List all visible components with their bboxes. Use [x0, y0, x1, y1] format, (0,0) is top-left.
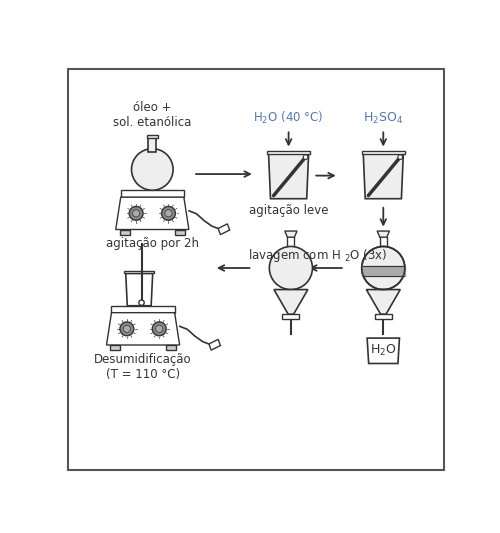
Polygon shape	[209, 340, 220, 350]
Circle shape	[156, 325, 163, 333]
Bar	[120, 190, 184, 197]
Polygon shape	[284, 231, 297, 237]
Polygon shape	[377, 231, 390, 237]
Circle shape	[129, 206, 143, 220]
Circle shape	[120, 322, 134, 336]
Polygon shape	[116, 197, 189, 230]
Text: H$_2$O (40 °C): H$_2$O (40 °C)	[254, 110, 324, 126]
Circle shape	[124, 325, 130, 333]
Text: óleo +
sol. etanólica: óleo + sol. etanólica	[113, 101, 192, 130]
Circle shape	[362, 246, 405, 289]
Circle shape	[132, 149, 173, 190]
Polygon shape	[367, 338, 400, 364]
Text: Desumidificação
(T = 110 °C): Desumidificação (T = 110 °C)	[94, 353, 192, 381]
Circle shape	[139, 300, 144, 305]
Circle shape	[152, 322, 166, 336]
Polygon shape	[106, 313, 180, 345]
Text: H$_2$SO$_4$: H$_2$SO$_4$	[363, 111, 404, 126]
Bar	[120, 230, 130, 235]
Polygon shape	[126, 273, 152, 306]
Bar	[267, 151, 310, 154]
Polygon shape	[364, 154, 404, 199]
Polygon shape	[218, 224, 230, 235]
Bar	[166, 345, 176, 350]
Circle shape	[165, 210, 172, 217]
Bar	[375, 314, 392, 319]
Bar	[175, 230, 185, 235]
Circle shape	[132, 210, 140, 217]
Bar	[362, 151, 405, 154]
Bar	[112, 306, 174, 313]
Text: agitação leve: agitação leve	[249, 204, 328, 217]
Circle shape	[162, 206, 175, 220]
Bar	[124, 271, 154, 273]
Text: agitação por 2h: agitação por 2h	[106, 237, 199, 250]
Text: lavagem com H $_{2}$O (3x): lavagem com H $_{2}$O (3x)	[248, 247, 388, 264]
Bar	[110, 345, 120, 350]
Bar	[148, 138, 156, 152]
Circle shape	[398, 155, 402, 159]
Polygon shape	[268, 154, 308, 199]
Bar	[282, 314, 300, 319]
Polygon shape	[366, 289, 400, 314]
Circle shape	[303, 155, 308, 159]
Bar	[147, 135, 158, 138]
Text: H$_2$O: H$_2$O	[370, 343, 396, 358]
Polygon shape	[274, 289, 308, 314]
Circle shape	[270, 246, 312, 289]
